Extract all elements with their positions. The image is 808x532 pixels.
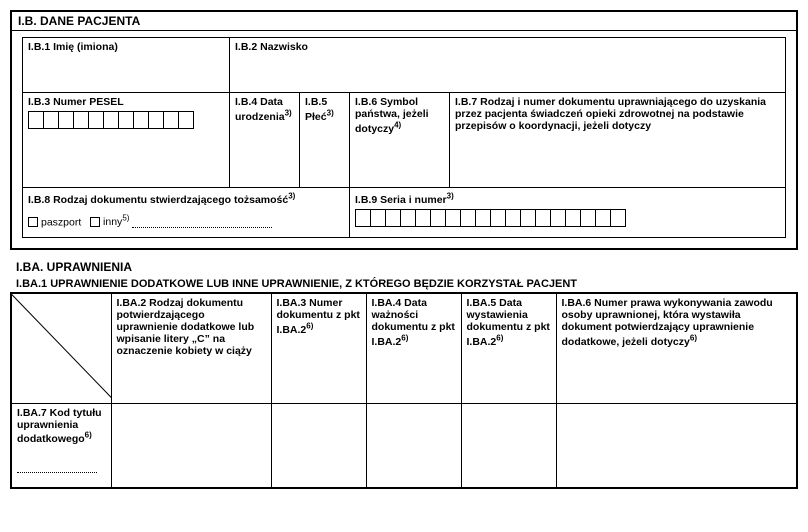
checkbox-passport[interactable]	[28, 217, 38, 227]
label-iba6: I.BA.6 Numer prawa wykonywania zawodu os…	[562, 297, 773, 348]
cell-iba5-val[interactable]	[461, 403, 556, 488]
checkbox-other[interactable]	[90, 217, 100, 227]
label-ib4: I.B.4 Data urodzenia3)	[235, 96, 292, 123]
iba7-line[interactable]	[17, 463, 97, 473]
section-iba-title: I.BA. UPRAWNIENIA	[10, 258, 798, 276]
section-ib-body: I.B.1 Imię (imiona) I.B.2 Nazwisko I.B.3…	[12, 31, 796, 248]
ib8-options: paszport inny5)	[28, 214, 344, 229]
cell-iba2: I.BA.2 Rodzaj dokumentu potwierdzającego…	[111, 293, 271, 403]
label-iba2: I.BA.2 Rodzaj dokumentu potwierdzającego…	[117, 297, 255, 357]
cell-iba3: I.BA.3 Numer dokumentu z pkt I.BA.26)	[271, 293, 366, 403]
label-ib5: I.B.5 Płeć3)	[305, 96, 334, 123]
cell-ib1: I.B.1 Imię (imiona)	[23, 38, 230, 93]
label-ib7: I.B.7 Rodzaj i numer dokumentu uprawniaj…	[455, 96, 766, 132]
section-iba-sub: I.BA.1 UPRAWNIENIE DODATKOWE LUB INNE UP…	[10, 276, 798, 292]
label-ib2: I.B.2 Nazwisko	[235, 41, 308, 53]
iba-table: I.BA.2 Rodzaj dokumentu potwierdzającego…	[10, 292, 798, 489]
cell-diag	[11, 293, 111, 403]
label-ib9: I.B.9 Seria i numer3)	[355, 194, 454, 206]
cell-ib9: I.B.9 Seria i numer3)	[350, 188, 786, 238]
opt-other: inny5)	[103, 216, 129, 228]
pesel-boxes[interactable]	[28, 111, 224, 129]
label-iba5: I.BA.5 Data wystawienia dokumentu z pkt …	[467, 297, 550, 348]
cell-iba6: I.BA.6 Numer prawa wykonywania zawodu os…	[556, 293, 797, 403]
opt-passport: paszport	[41, 216, 81, 228]
label-ib1: I.B.1 Imię (imiona)	[28, 41, 118, 53]
cell-ib8: I.B.8 Rodzaj dokumentu stwierdzającego t…	[23, 188, 350, 238]
cell-iba3-val[interactable]	[271, 403, 366, 488]
cell-iba2-val[interactable]	[111, 403, 271, 488]
cell-ib4: I.B.4 Data urodzenia3)	[230, 93, 300, 188]
other-doc-line[interactable]	[132, 218, 272, 228]
cell-iba7: I.BA.7 Kod tytułu uprawnienia dodatkoweg…	[11, 403, 111, 488]
cell-iba4: I.BA.4 Data ważności dokumentu z pkt I.B…	[366, 293, 461, 403]
cell-iba6-val[interactable]	[556, 403, 797, 488]
label-ib8: I.B.8 Rodzaj dokumentu stwierdzającego t…	[28, 194, 295, 206]
cell-ib7: I.B.7 Rodzaj i numer dokumentu uprawniaj…	[450, 93, 786, 188]
cell-iba5: I.BA.5 Data wystawienia dokumentu z pkt …	[461, 293, 556, 403]
cell-ib2: I.B.2 Nazwisko	[230, 38, 786, 93]
label-iba4: I.BA.4 Data ważności dokumentu z pkt I.B…	[372, 297, 455, 348]
serial-boxes[interactable]	[355, 209, 780, 227]
label-iba3: I.BA.3 Numer dokumentu z pkt I.BA.26)	[277, 297, 360, 336]
cell-ib6: I.B.6 Symbol państwa, jeżeli dotyczy4)	[350, 93, 450, 188]
section-iba: I.BA. UPRAWNIENIA I.BA.1 UPRAWNIENIE DOD…	[10, 258, 798, 489]
ib-table: I.B.1 Imię (imiona) I.B.2 Nazwisko I.B.3…	[22, 37, 786, 238]
cell-ib5: I.B.5 Płeć3)	[300, 93, 350, 188]
cell-ib3: I.B.3 Numer PESEL	[23, 93, 230, 188]
cell-iba4-val[interactable]	[366, 403, 461, 488]
label-ib6: I.B.6 Symbol państwa, jeżeli dotyczy4)	[355, 96, 429, 135]
section-ib: I.B. DANE PACJENTA I.B.1 Imię (imiona) I…	[10, 10, 798, 250]
label-iba7: I.BA.7 Kod tytułu uprawnienia dodatkoweg…	[17, 407, 102, 446]
label-ib3: I.B.3 Numer PESEL	[28, 96, 124, 108]
section-ib-title: I.B. DANE PACJENTA	[12, 12, 796, 31]
